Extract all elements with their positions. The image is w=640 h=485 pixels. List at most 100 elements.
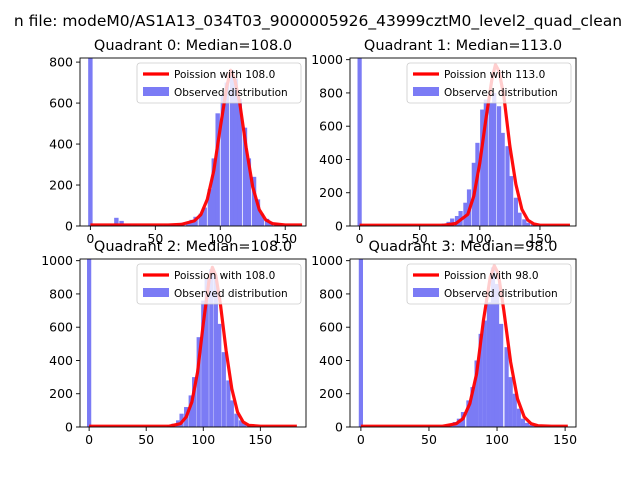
y-tick-label: 0: [335, 219, 343, 234]
x-tick-label: 100: [485, 432, 509, 447]
histogram-bar: [87, 259, 92, 427]
figure-suptitle: n file: modeM0/AS1A13_034T03_9000005926_…: [14, 12, 622, 31]
x-tick-label: 0: [85, 432, 93, 447]
histogram-bar: [196, 337, 201, 427]
histogram-bar: [224, 82, 229, 226]
plot-inner: [357, 58, 570, 226]
legend-label: Poission with 108.0: [174, 69, 275, 81]
histogram-bar: [499, 323, 504, 427]
y-tick-label: 1000: [311, 253, 343, 268]
subplot-title: Quadrant 2: Median=108.0: [94, 239, 292, 255]
y-tick-label: 0: [65, 420, 73, 435]
y-tick-label: 0: [335, 420, 343, 435]
histogram-bar: [512, 393, 517, 427]
y-tick-label: 400: [49, 353, 73, 368]
y-tick-label: 400: [49, 137, 73, 152]
legend-patch-swatch: [413, 87, 439, 96]
legend-patch-swatch: [143, 87, 169, 96]
y-tick-label: 600: [49, 320, 73, 335]
histogram-bar: [259, 213, 265, 226]
plot-area: 0 50 100 150 0 200 400 600 800 1000 Poission with …: [41, 253, 307, 447]
histogram-bar: [242, 127, 248, 226]
y-tick-label: 800: [319, 286, 343, 301]
legend-box: [406, 263, 572, 305]
histogram-bar: [88, 58, 93, 226]
histogram-bar: [217, 323, 222, 427]
histogram-bar: [204, 278, 209, 427]
plot-area: 0 50 100 150 0 200 400 600 800 1000 Poission with …: [311, 253, 577, 447]
histogram-bar: [251, 176, 257, 226]
histogram-bar: [450, 218, 455, 226]
histogram-bar: [233, 78, 239, 226]
legend-label: Poission with 98.0: [444, 270, 539, 282]
histogram-bar: [525, 222, 531, 226]
histogram-bar: [198, 213, 204, 226]
legend-box: [136, 62, 302, 104]
histogram-bar: [466, 400, 471, 427]
x-tick-label: 100: [208, 231, 232, 246]
subplot-title: Quadrant 3: Median=98.0: [369, 239, 558, 255]
y-tick-label: 1000: [41, 253, 73, 268]
axes-frame: [349, 57, 577, 227]
histogram-bar: [221, 352, 226, 427]
histogram-bar: [505, 146, 510, 226]
histogram-bar: [483, 99, 488, 226]
histogram-bar: [508, 377, 513, 427]
histogram-bar: [202, 207, 207, 226]
subplot-quadrant-3: 0 50 100 150 0 200 400 600 800 1000 Poission with …: [311, 239, 577, 447]
y-tick-label: 800: [319, 85, 343, 100]
legend-patch-swatch: [143, 288, 169, 297]
y-tick-label: 400: [319, 353, 343, 368]
legend-patch-swatch: [413, 288, 439, 297]
plot-area: 0 50 100 150 0 200 400 600 800 1000 Poission with …: [311, 52, 577, 246]
histogram-bar: [474, 360, 479, 427]
histogram-bar: [237, 98, 242, 226]
histogram-bar: [508, 176, 514, 226]
subplot-title: Quadrant 0: Median=108.0: [94, 38, 292, 54]
histogram-bar: [470, 387, 475, 427]
x-tick-label: 50: [138, 432, 154, 447]
subplot-quadrant-2: 0 50 100 150 0 200 400 600 800 1000 Poission with …: [41, 239, 307, 447]
histogram-bar: [478, 333, 483, 427]
legend-label: Observed distribution: [444, 87, 558, 99]
axes-frame: [79, 258, 307, 428]
histogram-bar: [528, 425, 534, 427]
histogram-bar: [357, 58, 362, 226]
legend-label: Poission with 108.0: [174, 270, 275, 282]
histogram-bar: [234, 413, 239, 427]
legend-box: [136, 263, 302, 305]
histogram-bar: [229, 400, 234, 427]
y-tick-label: 200: [49, 178, 73, 193]
y-tick-label: 600: [319, 119, 343, 134]
histogram-bar: [114, 217, 119, 226]
histogram-bar: [516, 408, 521, 427]
histogram-bar: [246, 158, 252, 226]
histogram-bar: [486, 302, 491, 427]
histogram-bar: [522, 219, 527, 226]
histogram-bar: [229, 70, 235, 226]
x-tick-label: 50: [412, 231, 428, 246]
x-tick-label: 100: [191, 432, 215, 447]
subplot-quadrant-0: 0 50 100 150 0 200 400 600 800 Poission with 108.…: [49, 38, 307, 246]
histogram-bar: [517, 212, 522, 226]
y-tick-label: 0: [65, 219, 73, 234]
histogram-bar: [226, 380, 231, 427]
y-tick-label: 400: [319, 152, 343, 167]
histogram-bar: [188, 395, 193, 427]
histogram-bar: [211, 158, 216, 226]
y-tick-label: 600: [49, 96, 73, 111]
histogram-bar: [494, 283, 500, 427]
x-tick-label: 0: [356, 231, 364, 246]
legend-box: [406, 62, 572, 104]
y-tick-label: 800: [49, 286, 73, 301]
subplot-title: Quadrant 1: Median=113.0: [364, 38, 562, 54]
histogram-bar: [524, 422, 530, 427]
histogram-bar: [480, 109, 485, 226]
histogram-bar: [242, 423, 247, 427]
legend-label: Poission with 113.0: [444, 69, 545, 81]
histogram-bar: [496, 106, 502, 226]
histogram-bar: [500, 132, 505, 226]
x-tick-label: 150: [273, 231, 297, 246]
